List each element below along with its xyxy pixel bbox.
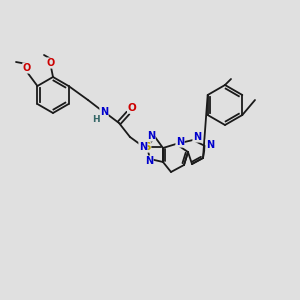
Text: N: N <box>206 140 214 150</box>
Text: N: N <box>139 142 147 152</box>
Text: O: O <box>47 58 55 68</box>
Text: H: H <box>92 115 100 124</box>
Text: O: O <box>128 103 136 113</box>
Text: N: N <box>145 156 153 166</box>
Text: N: N <box>176 137 184 147</box>
Text: S: S <box>143 142 151 152</box>
Text: N: N <box>147 131 155 141</box>
Text: N: N <box>100 107 108 117</box>
Text: N: N <box>193 132 201 142</box>
Text: O: O <box>23 63 31 73</box>
